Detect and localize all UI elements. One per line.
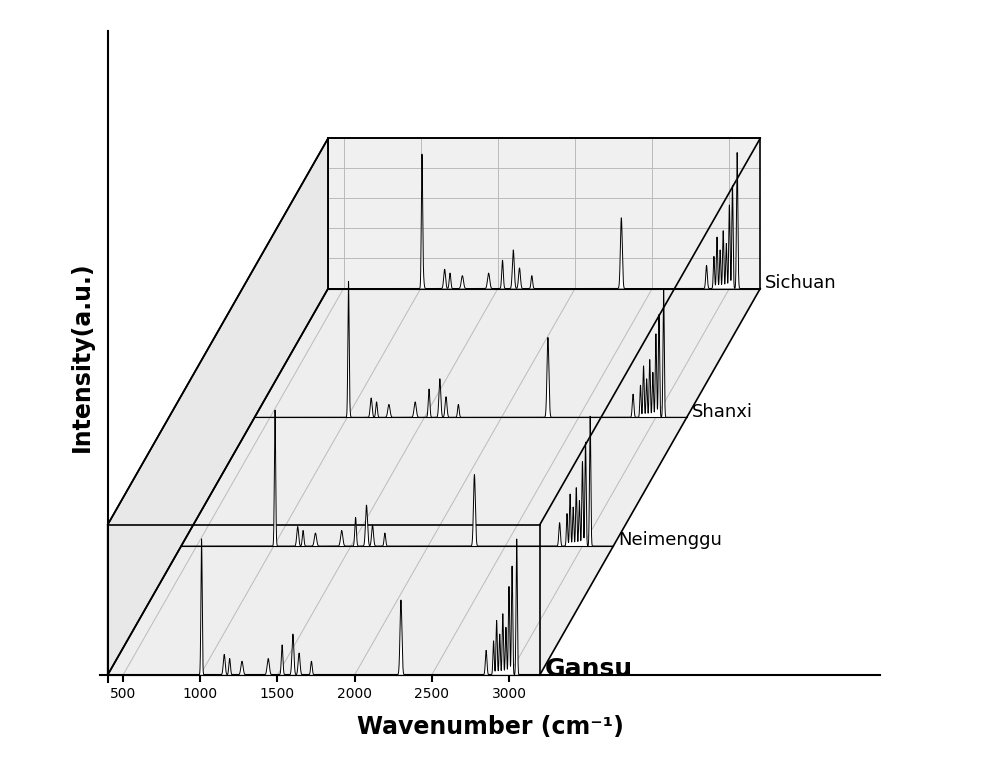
Text: Shanxi: Shanxi bbox=[691, 402, 752, 421]
Polygon shape bbox=[328, 138, 760, 288]
Y-axis label: Intensity(a.u.): Intensity(a.u.) bbox=[70, 261, 94, 452]
Polygon shape bbox=[108, 288, 760, 675]
Text: Sichuan: Sichuan bbox=[765, 274, 836, 292]
Text: Gansu: Gansu bbox=[544, 657, 633, 681]
Text: Neimenggu: Neimenggu bbox=[618, 532, 722, 549]
X-axis label: Wavenumber (cm⁻¹): Wavenumber (cm⁻¹) bbox=[357, 715, 623, 739]
Polygon shape bbox=[108, 138, 328, 675]
